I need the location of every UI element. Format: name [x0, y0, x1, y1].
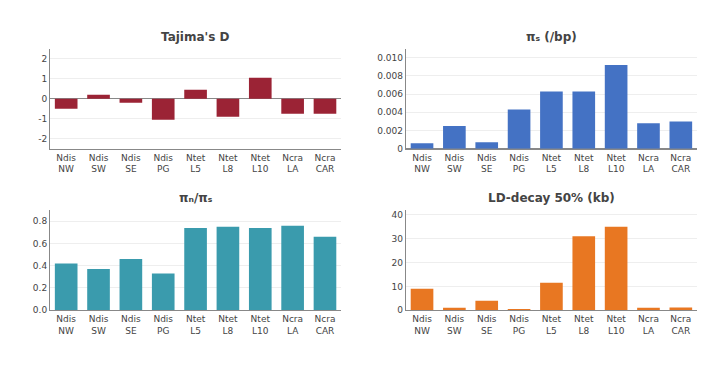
svg-text:0.2: 0.2 [33, 283, 47, 293]
svg-text:0: 0 [397, 144, 403, 154]
svg-text:πₛ (/bp): πₛ (/bp) [526, 30, 577, 44]
svg-text:NcraLA: NcraLA [282, 153, 303, 175]
svg-text:NtetL8: NtetL8 [574, 153, 594, 175]
svg-text:NdisNW: NdisNW [56, 153, 76, 175]
svg-text:NdisSW: NdisSW [89, 314, 109, 336]
svg-text:0.0: 0.0 [33, 305, 48, 315]
svg-text:NcraLA: NcraLA [282, 314, 303, 336]
svg-text:NdisSE: NdisSE [477, 314, 497, 336]
svg-text:20: 20 [392, 258, 404, 268]
svg-text:NtetL5: NtetL5 [186, 314, 206, 336]
svg-text:-2: -2 [38, 134, 47, 144]
svg-text:NcraLA: NcraLA [638, 314, 659, 336]
svg-text:NtetL5: NtetL5 [542, 314, 562, 336]
svg-text:NtetL10: NtetL10 [251, 153, 271, 175]
svg-text:NcraCAR: NcraCAR [670, 153, 691, 175]
svg-text:NtetL8: NtetL8 [218, 153, 238, 175]
svg-text:NtetL8: NtetL8 [218, 314, 238, 336]
svg-text:NdisSE: NdisSE [477, 153, 497, 175]
svg-text:NtetL5: NtetL5 [542, 153, 562, 175]
svg-text:1: 1 [41, 74, 47, 84]
svg-text:NdisSW: NdisSW [89, 153, 109, 175]
svg-text:NcraCAR: NcraCAR [315, 314, 336, 336]
svg-text:-1: -1 [38, 114, 47, 124]
svg-text:NdisNW: NdisNW [412, 314, 432, 336]
svg-text:NdisNW: NdisNW [56, 314, 76, 336]
svg-text:0.6: 0.6 [33, 239, 48, 249]
svg-text:0.010: 0.010 [377, 53, 403, 63]
svg-text:0.006: 0.006 [377, 89, 403, 99]
svg-text:NcraLA: NcraLA [638, 153, 659, 175]
svg-text:NdisPG: NdisPG [153, 153, 173, 175]
svg-text:0.002: 0.002 [377, 126, 403, 136]
svg-text:NdisSE: NdisSE [121, 314, 141, 336]
svg-text:10: 10 [392, 282, 404, 292]
svg-text:NdisPG: NdisPG [509, 153, 529, 175]
svg-text:NtetL5: NtetL5 [186, 153, 206, 175]
svg-text:2: 2 [41, 54, 47, 64]
svg-text:0.004: 0.004 [377, 107, 403, 117]
svg-text:NdisSE: NdisSE [121, 153, 141, 175]
svg-text:NdisSW: NdisSW [445, 314, 465, 336]
svg-text:0.008: 0.008 [377, 71, 403, 81]
svg-text:NcraCAR: NcraCAR [670, 314, 691, 336]
svg-text:LD-decay 50% (kb): LD-decay 50% (kb) [488, 191, 615, 205]
svg-text:NtetL10: NtetL10 [606, 153, 626, 175]
svg-text:πₙ/πₛ: πₙ/πₛ [179, 191, 213, 205]
svg-text:30: 30 [392, 234, 404, 244]
svg-text:NdisPG: NdisPG [153, 314, 173, 336]
svg-text:Tajima's D: Tajima's D [161, 30, 230, 44]
svg-text:NtetL8: NtetL8 [574, 314, 594, 336]
svg-text:NdisSW: NdisSW [445, 153, 465, 175]
svg-text:0.8: 0.8 [33, 216, 48, 226]
svg-text:0.4: 0.4 [33, 261, 48, 271]
svg-text:NdisPG: NdisPG [509, 314, 529, 336]
svg-text:NdisNW: NdisNW [412, 153, 432, 175]
svg-text:NtetL10: NtetL10 [606, 314, 626, 336]
svg-text:NtetL10: NtetL10 [251, 314, 271, 336]
svg-text:40: 40 [392, 210, 404, 220]
svg-text:0: 0 [397, 305, 403, 315]
svg-text:0: 0 [41, 94, 47, 104]
svg-text:NcraCAR: NcraCAR [315, 153, 336, 175]
